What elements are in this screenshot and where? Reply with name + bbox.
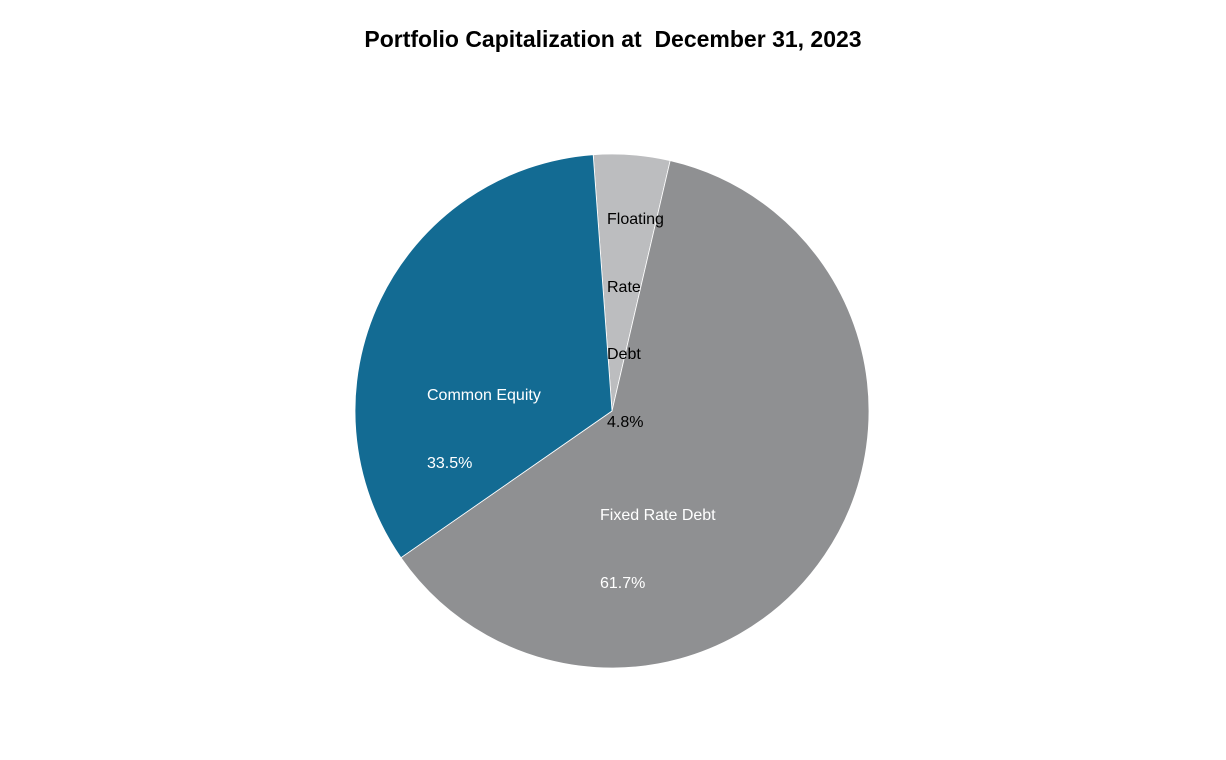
chart-title: Portfolio Capitalization at December 31,…: [364, 26, 862, 52]
slice-common-equity: [354, 154, 613, 559]
slice-fixed-rate-debt: [400, 160, 870, 669]
slice-label-fixed-rate-debt: Fixed Rate Debt 61.7%: [600, 507, 716, 592]
slice-label-common-equity: Common Equity 33.5%: [427, 387, 541, 472]
slice-label-floating-rate-debt: Floating Rate Debt 4.8%: [607, 211, 664, 431]
